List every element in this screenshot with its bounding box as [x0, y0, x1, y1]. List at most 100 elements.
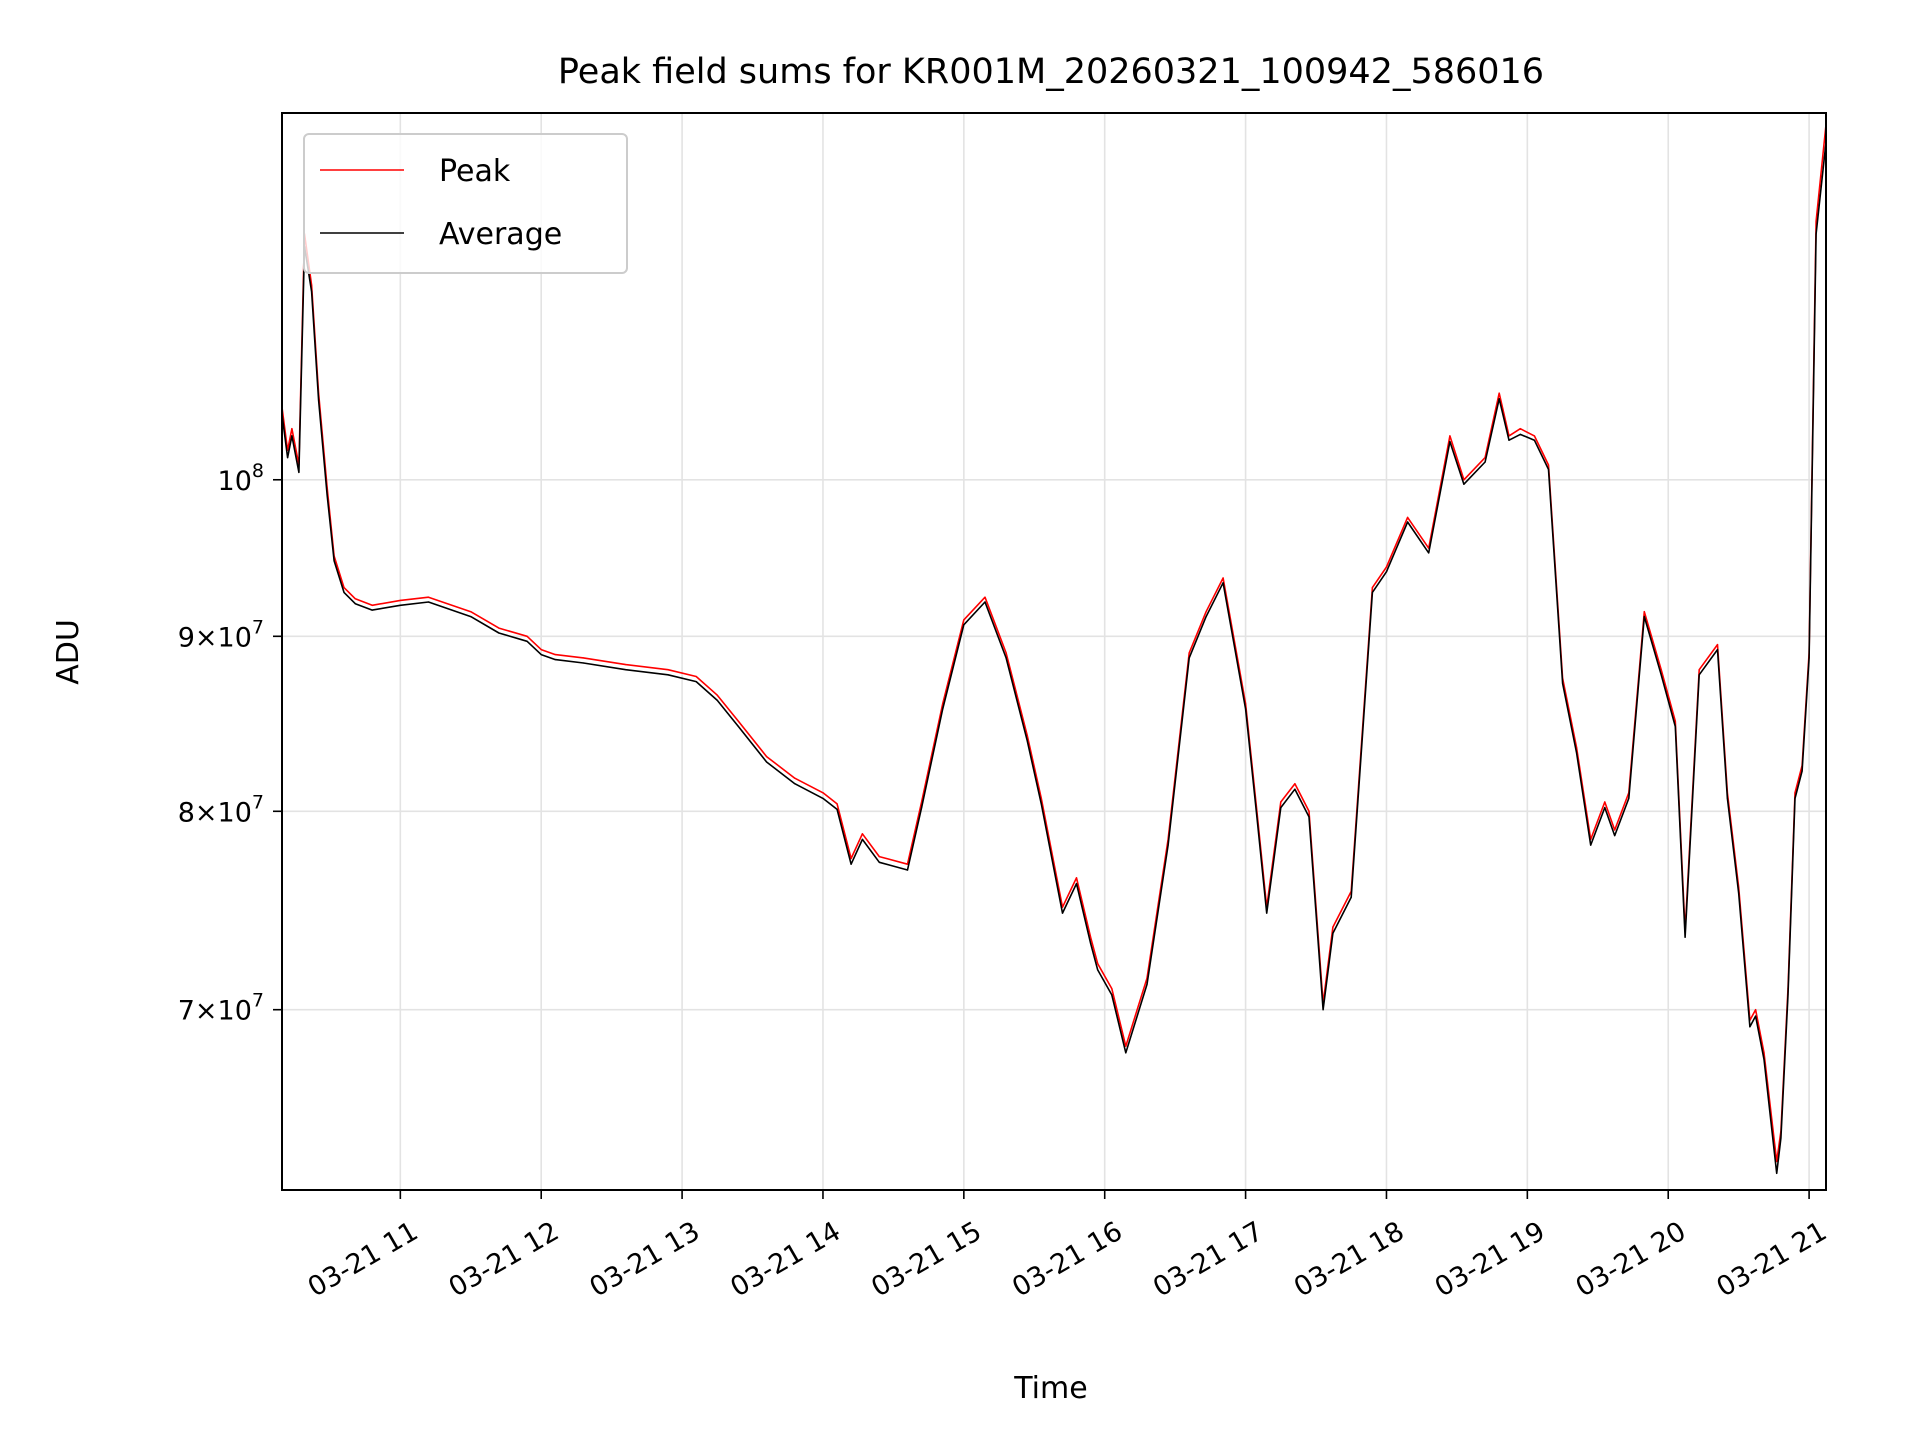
data-point-peak: [1660, 669, 1662, 671]
data-point-average: [766, 761, 768, 763]
data-point-average: [1146, 983, 1148, 986]
data-point-average: [1533, 439, 1535, 441]
data-point-average: [1371, 591, 1373, 594]
data-point-average: [861, 838, 864, 841]
data-point-peak: [906, 863, 909, 865]
y-tick-label: 8×107: [178, 791, 264, 828]
data-point-average: [942, 708, 944, 710]
data-point-peak: [1385, 566, 1388, 568]
data-point-average: [326, 494, 328, 496]
data-point-average: [1547, 468, 1550, 470]
data-point-average: [1294, 788, 1296, 790]
data-point-average: [554, 659, 556, 661]
data-point-peak: [1763, 1052, 1765, 1054]
data-point-average: [311, 291, 313, 293]
data-point-average: [298, 471, 300, 473]
data-point-average: [1604, 807, 1606, 809]
data-point-peak: [766, 756, 768, 758]
data-point-peak: [1643, 611, 1645, 613]
data-point-peak: [1188, 652, 1190, 654]
y-tick-label: 7×107: [178, 990, 264, 1027]
data-point-average: [737, 725, 740, 728]
data-point-peak: [625, 664, 627, 666]
data-point-average: [1125, 1052, 1127, 1054]
data-point-average: [1508, 439, 1510, 441]
data-point-average: [1698, 674, 1700, 676]
data-point-average: [582, 662, 585, 664]
data-point-average: [695, 681, 697, 683]
data-point-average: [1222, 582, 1224, 584]
data-point-average: [1090, 942, 1092, 944]
data-point-average: [1780, 1137, 1782, 1139]
data-point-peak: [667, 669, 669, 671]
data-point-average: [1256, 816, 1258, 818]
data-point-average: [526, 640, 528, 642]
data-point-peak: [371, 604, 373, 606]
data-point-peak: [921, 801, 923, 803]
data-point-average: [498, 632, 500, 634]
y-axis-label: ADU: [51, 619, 86, 685]
data-point-peak: [1371, 587, 1373, 589]
data-point-peak: [1698, 669, 1700, 671]
data-point-average: [540, 654, 542, 656]
data-point-average: [1245, 708, 1247, 710]
data-point-peak: [1463, 479, 1465, 481]
data-point-average: [850, 863, 852, 865]
data-point-peak: [1498, 392, 1500, 394]
data-point-peak: [1604, 801, 1606, 803]
data-point-peak: [1205, 611, 1207, 613]
data-point-average: [822, 797, 824, 800]
data-point-average: [1097, 969, 1099, 971]
data-point-average: [1716, 649, 1719, 651]
data-point-peak: [1755, 1009, 1757, 1011]
data-point-average: [287, 457, 289, 459]
data-point-peak: [470, 611, 472, 613]
data-point-peak: [554, 654, 556, 656]
data-point-average: [1660, 674, 1662, 676]
data-point-peak: [1280, 801, 1282, 803]
data-point-peak: [1449, 435, 1451, 437]
data-point-average: [1188, 657, 1190, 659]
data-point-average: [1738, 892, 1740, 895]
data-point-average: [1322, 1009, 1324, 1011]
legend: Peak Average: [303, 133, 628, 274]
data-point-average: [667, 674, 669, 676]
data-point-average: [1674, 725, 1676, 728]
data-point-average: [1075, 883, 1078, 885]
data-point-peak: [1716, 644, 1719, 646]
data-point-peak: [1090, 936, 1092, 938]
data-point-average: [371, 609, 373, 611]
data-point-peak: [1519, 428, 1521, 430]
data-point-peak: [1407, 516, 1409, 519]
data-point-average: [1755, 1015, 1757, 1017]
data-point-average: [878, 861, 880, 863]
legend-box: [303, 133, 628, 274]
data-point-average: [1040, 803, 1042, 805]
data-point-peak: [850, 857, 852, 860]
data-point-average: [1794, 797, 1796, 800]
data-point-average: [1266, 912, 1268, 914]
data-point-average: [1428, 552, 1430, 554]
plot-frame: [281, 112, 1827, 1191]
data-point-average: [318, 399, 320, 401]
y-axis: 108 9×107 8×107 7×107: [178, 460, 282, 1027]
data-point-peak: [695, 675, 697, 678]
data-point-average: [1614, 835, 1616, 837]
data-point-peak: [1533, 435, 1535, 437]
data-point-peak: [343, 587, 345, 589]
data-point-peak: [526, 635, 528, 637]
data-point-peak: [1125, 1045, 1127, 1047]
data-point-peak: [582, 657, 585, 659]
data-point-average: [1519, 433, 1521, 435]
data-point-average: [906, 869, 909, 871]
data-point-average: [1498, 398, 1500, 400]
data-point-peak: [1294, 783, 1296, 785]
data-point-peak: [1097, 963, 1099, 965]
data-point-average: [921, 807, 923, 809]
data-point-peak: [737, 720, 740, 722]
data-point-peak: [354, 598, 356, 600]
data-point-average: [1332, 932, 1334, 934]
data-point-peak: [1776, 1160, 1778, 1163]
data-point-peak: [984, 596, 986, 598]
data-point-peak: [1040, 797, 1042, 800]
